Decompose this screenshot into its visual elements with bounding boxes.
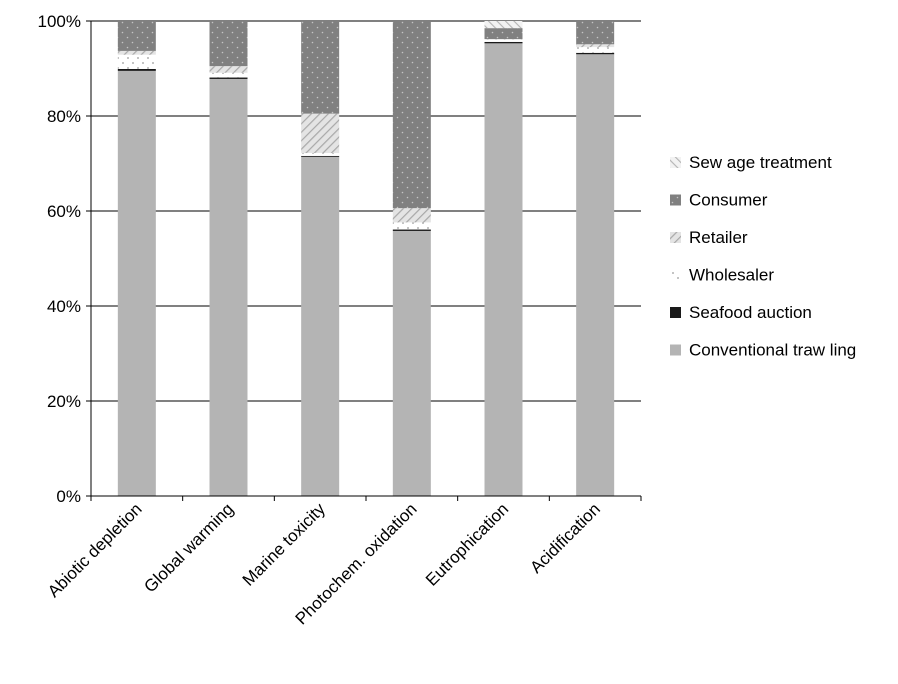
legend-swatch: [670, 194, 681, 206]
bar-segment-seafood-auction: [484, 41, 523, 44]
bar-segment-consumer: [209, 21, 248, 67]
y-tick-label: 0%: [56, 487, 81, 506]
legend-label: Conventional traw ling: [689, 341, 856, 360]
x-category-label: Global warming: [140, 499, 237, 596]
bar-segment-conventional-traw-ling: [484, 43, 523, 496]
x-category-label: Abiotic depletion: [44, 499, 146, 601]
legend-swatch: [670, 269, 681, 281]
legend-item-consumer: Consumer: [670, 191, 768, 210]
gridlines: [91, 20, 641, 402]
bar-segment-seafood-auction: [117, 68, 156, 71]
bar-segment-conventional-traw-ling: [209, 78, 248, 496]
bar-segment-conventional-traw-ling: [392, 230, 431, 496]
y-tick-label: 40%: [47, 297, 81, 316]
bar-segment-retailer: [392, 208, 431, 223]
bar-segment-seafood-auction: [576, 52, 615, 55]
bar-stack-photochem-oxidation: [392, 21, 431, 496]
bar-segment-wholesaler: [392, 222, 431, 230]
legend-swatch: [670, 232, 681, 243]
bar-segment-retailer: [209, 66, 248, 73]
bar-stack-eutrophication: [484, 21, 523, 496]
bar-segment-seafood-auction: [392, 229, 431, 231]
legend: Sew age treatment Consumer Retailer Wholesa…: [670, 153, 856, 360]
bar-segment-seafood-auction: [301, 155, 340, 157]
legend-label: Sew age treatment: [689, 153, 832, 172]
bar-segment-conventional-traw-ling: [117, 70, 156, 496]
x-category-label: Marine toxicity: [239, 499, 330, 590]
bar-stack-abiotic-depletion: [117, 21, 156, 496]
legend-label: Consumer: [689, 191, 768, 210]
bar-segment-consumer: [392, 21, 431, 209]
legend-swatch: [670, 344, 681, 356]
bar-segment-wholesaler: [209, 72, 248, 78]
bar-segment-consumer: [301, 21, 340, 114]
bar-stack-marine-toxicity: [301, 21, 340, 496]
y-tick-label: 80%: [47, 107, 81, 126]
legend-swatch: [670, 307, 681, 318]
y-tick-label: 20%: [47, 392, 81, 411]
bar-segment-retailer: [117, 50, 156, 55]
bars: [117, 21, 615, 496]
bar-segment-retailer: [576, 44, 615, 48]
x-category-label: Acidification: [526, 499, 604, 577]
bar-segment-consumer: [484, 28, 523, 40]
legend-item-seafood-auction: Seafood auction: [670, 303, 812, 322]
bar-segment-retailer: [301, 113, 340, 154]
legend-label: Seafood auction: [689, 303, 812, 322]
bar-segment-seafood-auction: [209, 77, 248, 79]
bar-segment-wholesaler: [484, 39, 523, 42]
legend-item-wholesaler: Wholesaler: [670, 266, 774, 285]
bar-segment-consumer: [117, 21, 156, 51]
bar-segment-wholesaler: [301, 153, 340, 156]
bar-segment-consumer: [576, 21, 615, 45]
legend-item-sew-age-treatment: Sew age treatment: [670, 153, 832, 172]
bar-segment-wholesaler: [576, 47, 615, 53]
bar-stack-global-warming: [209, 21, 248, 496]
bar-stack-acidification: [576, 21, 615, 496]
legend-label: Retailer: [689, 228, 748, 247]
legend-item-retailer: Retailer: [670, 228, 748, 247]
legend-item-conventional-traw-ling: Conventional traw ling: [670, 341, 856, 360]
y-tick-label: 100%: [38, 12, 81, 31]
bar-segment-sew-age-treatment: [484, 21, 523, 29]
bar-segment-conventional-traw-ling: [301, 156, 340, 496]
bar-segment-conventional-traw-ling: [576, 54, 615, 496]
x-category-label: Eutrophication: [422, 499, 512, 589]
y-tick-label: 60%: [47, 202, 81, 221]
legend-swatch: [670, 157, 681, 168]
bar-segment-wholesaler: [117, 54, 156, 69]
legend-label: Wholesaler: [689, 266, 774, 285]
